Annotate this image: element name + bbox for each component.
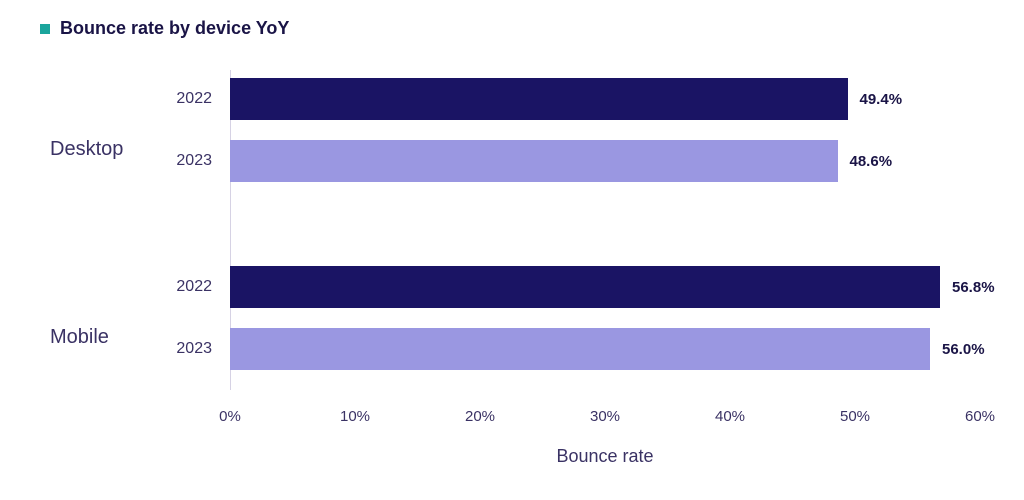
bounce-rate-chart: Bounce rate by device YoY 202249.4%20234…	[0, 0, 1024, 500]
group-label: Mobile	[50, 326, 109, 349]
bar-value-label: 56.8%	[952, 279, 995, 296]
x-axis-title: Bounce rate	[556, 446, 653, 467]
x-tick-label: 50%	[840, 408, 870, 425]
year-label: 2023	[176, 152, 212, 170]
x-tick-label: 60%	[965, 408, 995, 425]
bar	[230, 328, 930, 370]
x-tick-label: 10%	[340, 408, 370, 425]
bar-value-label: 56.0%	[942, 341, 985, 358]
bar-row: 202249.4%	[230, 78, 902, 120]
bar	[230, 78, 848, 120]
year-label: 2022	[176, 90, 212, 108]
bar-row: 202356.0%	[230, 328, 985, 370]
bar	[230, 266, 940, 308]
title-marker-icon	[40, 24, 50, 34]
bar-row: 202256.8%	[230, 266, 995, 308]
x-tick-label: 0%	[219, 408, 241, 425]
chart-title: Bounce rate by device YoY	[60, 18, 289, 39]
x-tick-label: 30%	[590, 408, 620, 425]
bar	[230, 140, 838, 182]
bar-row: 202348.6%	[230, 140, 892, 182]
bar-value-label: 49.4%	[860, 91, 903, 108]
x-tick-label: 40%	[715, 408, 745, 425]
x-tick-label: 20%	[465, 408, 495, 425]
chart-title-row: Bounce rate by device YoY	[40, 18, 289, 39]
year-label: 2022	[176, 278, 212, 296]
year-label: 2023	[176, 340, 212, 358]
plot-area: 202249.4%202348.6%Desktop202256.8%202356…	[230, 70, 980, 390]
bar-value-label: 48.6%	[850, 153, 893, 170]
group-label: Desktop	[50, 138, 123, 161]
